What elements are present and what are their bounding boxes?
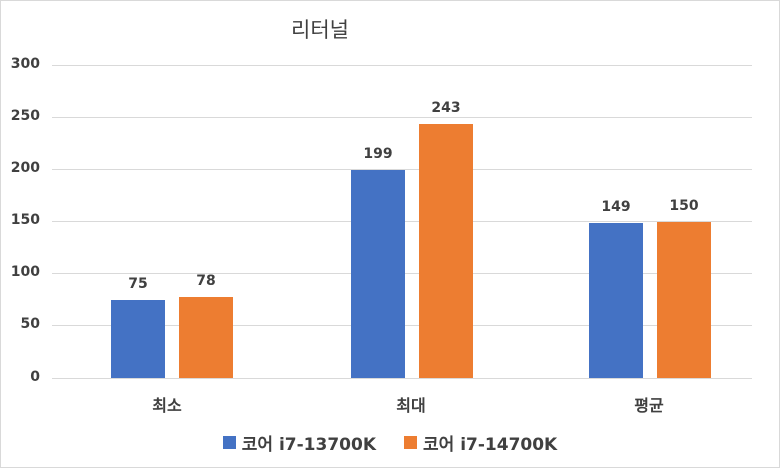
- plot-area: 300 250 200 150 100 50 0 75 199 149 78 243 15…: [11, 56, 752, 385]
- gridline-0: [52, 378, 752, 379]
- gridline-250: [52, 117, 752, 118]
- bar-value-label: 243: [431, 100, 461, 117]
- bar: [111, 299, 165, 378]
- legend-label: 코어 i7-14700K: [423, 435, 558, 455]
- bar-value-label: 149: [601, 198, 631, 215]
- legend: 코어 i7-13700K 코어 i7-14700K: [0, 430, 780, 455]
- legend-item-14700k: 코어 i7-14700K: [404, 430, 557, 455]
- category-label-avg: 평균: [634, 396, 664, 415]
- legend-item-13700k: 코어 i7-13700K: [222, 430, 376, 455]
- bar: [179, 296, 233, 378]
- gridline-300: [52, 65, 752, 66]
- bar-value-label: 75: [128, 275, 148, 292]
- legend-swatch-orange: [404, 436, 417, 449]
- bar-value-label: 150: [669, 197, 699, 214]
- bar: [589, 222, 643, 378]
- y-tick-label: 150: [10, 212, 40, 228]
- bar: [419, 124, 473, 378]
- y-tick-label: 300: [10, 56, 40, 72]
- y-tick-label: 50: [20, 316, 40, 332]
- legend-label: 코어 i7-13700K: [241, 435, 376, 455]
- y-tick-label: 200: [10, 160, 40, 176]
- bar-value-label: 199: [363, 146, 393, 163]
- bar: [657, 221, 711, 378]
- category-label-max: 최대: [396, 396, 426, 415]
- y-tick-label: 0: [30, 369, 40, 385]
- category-label-min: 최소: [152, 396, 182, 415]
- y-tick-label: 250: [10, 108, 40, 124]
- y-tick-label: 100: [10, 264, 40, 280]
- gridline-200: [52, 169, 752, 170]
- chart-title: 리터널: [291, 18, 349, 42]
- bar: [351, 170, 405, 378]
- bar-value-label: 78: [196, 272, 216, 289]
- legend-swatch-blue: [222, 436, 236, 449]
